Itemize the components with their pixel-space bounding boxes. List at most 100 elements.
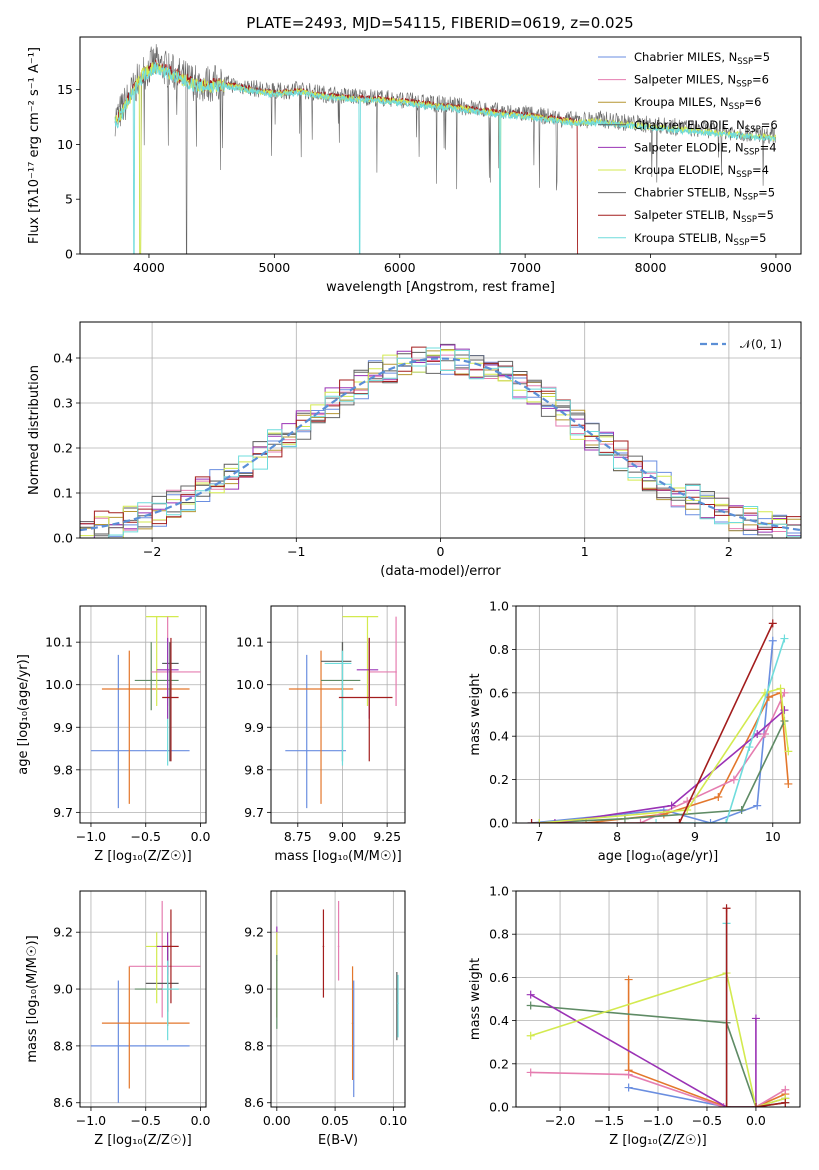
mass-weight-vs-metallicity-panel: −2.0 −1.5 −1.0 −0.5 0.0 0.0 0.2 0.4 0.6 0.8 1.0 Z [… — [468, 884, 801, 1148]
y-tick-label: 10.0 — [45, 677, 73, 692]
weight-line-SS — [531, 623, 774, 823]
y-axis-label: age [log₁₀(age/yr)] — [16, 654, 31, 775]
weight-marker-purple — [667, 801, 676, 810]
y-tick-label: 10.1 — [45, 635, 73, 650]
data-point-lime — [366, 615, 369, 618]
y-axis-label: mass weight — [468, 958, 483, 1040]
y-tick-label: 10.0 — [236, 677, 264, 692]
weight-marker-SM — [526, 1068, 535, 1077]
x-tick-label: 0.00 — [263, 1113, 291, 1128]
legend-label-SS: Salpeter STELIB, NSSP=5 — [634, 208, 774, 225]
y-tick-label: 9.7 — [244, 805, 264, 820]
data-point-orange — [320, 688, 322, 690]
x-axis-label: Z [log₁₀(Z/Z☉)] — [94, 849, 191, 864]
plot-area — [80, 343, 801, 538]
legend-label-CM: Chabrier MILES, NSSP=5 — [634, 50, 770, 67]
x-tick-label: −1.0 — [76, 1113, 106, 1128]
data-point-KS — [397, 1002, 399, 1005]
weight-marker-SS — [722, 904, 731, 913]
spectrum-line-SS — [114, 59, 579, 254]
data-point-CM — [117, 1045, 120, 1047]
y-tick-label: 15 — [57, 82, 73, 97]
weight-marker-lime — [526, 1031, 535, 1040]
data-point-orange — [351, 1022, 354, 1024]
x-tick-label: −1.0 — [643, 1113, 673, 1128]
x-axis-label: E(B-V) — [318, 1133, 358, 1148]
weight-marker-SM — [781, 1085, 790, 1094]
x-tick-label: 7000 — [509, 260, 541, 275]
weight-marker-SM — [719, 1103, 728, 1107]
x-tick-label: 10 — [765, 829, 781, 844]
plot-area — [276, 900, 399, 1098]
data-point-CM — [305, 749, 308, 752]
data-point-SM — [337, 945, 340, 948]
data-point-orange — [128, 688, 131, 690]
plot-frame — [515, 605, 801, 824]
y-tick-label: 1.0 — [489, 884, 509, 899]
data-point-KS — [166, 988, 169, 990]
plot-area — [90, 615, 201, 809]
figure-title: PLATE=2493, MJD=54115, FIBERID=0619, z=0… — [246, 14, 633, 32]
weight-line-purple — [530, 994, 757, 1107]
plot-area — [526, 904, 790, 1107]
weight-marker-KS — [780, 634, 789, 643]
y-tick-label: 0.6 — [489, 970, 509, 985]
x-tick-label: 9.00 — [329, 829, 357, 844]
data-point-CM — [117, 749, 120, 752]
x-tick-label: 2 — [725, 544, 733, 559]
y-tick-label: 0.4 — [53, 351, 73, 366]
data-point-KS — [341, 662, 344, 665]
x-tick-label: 8000 — [635, 260, 667, 275]
y-tick-label: 0.8 — [489, 927, 509, 942]
weight-line-SS — [725, 908, 786, 1107]
weight-marker-SS — [781, 1098, 790, 1107]
weight-marker-SS — [722, 1103, 731, 1107]
plot-frame — [79, 890, 207, 1108]
x-tick-label: −1 — [287, 544, 305, 559]
y-tick-label: 0.0 — [489, 1100, 509, 1115]
x-tick-label: 0 — [437, 544, 445, 559]
weight-marker-purple — [751, 1014, 760, 1023]
weight-marker-SS — [527, 819, 536, 823]
x-tick-label: 5000 — [258, 260, 290, 275]
y-tick-label: 0.6 — [489, 685, 509, 700]
weight-marker-KS — [652, 819, 661, 823]
y-tick-label: 0 — [65, 247, 73, 262]
weight-line-orange — [627, 979, 786, 1107]
y-tick-label: 0.2 — [53, 441, 73, 456]
weight-marker-lime — [776, 684, 785, 693]
weight-line-SM — [640, 692, 786, 823]
plot-frame — [79, 605, 207, 824]
x-tick-label: 7 — [535, 829, 543, 844]
x-tick-label: −1.0 — [76, 829, 106, 844]
data-point-CM — [352, 1045, 355, 1047]
x-tick-label: 0.05 — [321, 1113, 349, 1128]
x-tick-label: 6000 — [384, 260, 416, 275]
y-tick-label: 10.1 — [236, 635, 264, 650]
y-tick-label: 5 — [65, 192, 73, 207]
x-tick-label: −2 — [143, 544, 161, 559]
x-tick-label: 0.0 — [746, 1113, 766, 1128]
data-point-SS — [170, 945, 172, 948]
weight-line-orange — [585, 691, 790, 823]
x-axis-label: Z [log₁₀(Z/Z☉)] — [94, 1133, 191, 1148]
x-tick-label: 4000 — [133, 260, 165, 275]
legend-label-SE: Salpeter ELODIE, NSSP=4 — [634, 140, 777, 157]
y-tick-label: 9.8 — [244, 762, 264, 777]
x-tick-label: 9.25 — [373, 829, 401, 844]
y-tick-label: 0.1 — [53, 486, 73, 501]
weight-marker-green — [526, 1001, 535, 1010]
weight-marker-SS — [768, 619, 777, 628]
spectrum-line-CS — [114, 44, 776, 254]
weight-marker-orange — [784, 779, 793, 788]
normal-curve — [80, 357, 801, 532]
weight-marker-SM — [636, 819, 645, 823]
x-tick-label: −0.5 — [131, 829, 161, 844]
legend-label-SM: Salpeter MILES, NSSP=6 — [634, 73, 769, 90]
weight-line-KS — [725, 923, 756, 1107]
spectrum-panel: 4000 5000 6000 7000 8000 9000 0 5 10 15 wavelength… — [27, 36, 802, 295]
y-tick-label: 9.7 — [53, 805, 73, 820]
plot-area — [527, 619, 793, 823]
plot-frame — [270, 890, 406, 1108]
weight-marker-lime — [784, 747, 793, 756]
